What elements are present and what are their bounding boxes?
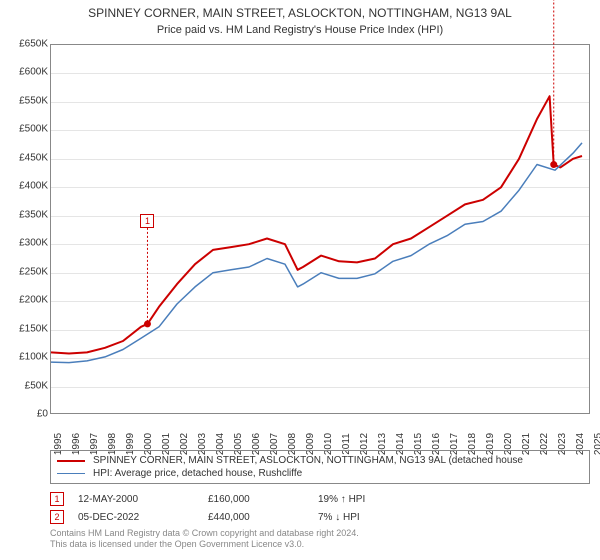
footnote-line2: This data is licensed under the Open Gov… bbox=[50, 539, 304, 549]
legend-swatch bbox=[57, 460, 85, 462]
footnote: Contains HM Land Registry data © Crown c… bbox=[50, 528, 590, 550]
legend-swatch bbox=[57, 473, 85, 475]
y-tick-label: £550K bbox=[2, 95, 48, 106]
legend-item: HPI: Average price, detached house, Rush… bbox=[57, 467, 583, 480]
marker-price: £440,000 bbox=[208, 512, 318, 523]
y-tick-label: £250K bbox=[2, 266, 48, 277]
y-tick-label: £450K bbox=[2, 152, 48, 163]
series-line bbox=[51, 143, 582, 363]
marker-table: 1 12-MAY-2000£160,00019% ↑ HPI 2 05-DEC-202… bbox=[50, 490, 590, 526]
marker-date: 05-DEC-2022 bbox=[78, 512, 208, 523]
chart-subtitle: Price paid vs. HM Land Registry's House … bbox=[0, 22, 600, 36]
legend-label: HPI: Average price, detached house, Rush… bbox=[93, 468, 302, 479]
y-tick-label: £400K bbox=[2, 181, 48, 192]
plot-svg bbox=[51, 45, 589, 413]
y-tick-label: £50K bbox=[2, 380, 48, 391]
footnote-line1: Contains HM Land Registry data © Crown c… bbox=[50, 528, 359, 538]
series-line bbox=[51, 96, 582, 353]
marker-delta: 19% ↑ HPI bbox=[318, 494, 418, 505]
y-tick-label: £150K bbox=[2, 323, 48, 334]
marker-table-badge: 1 bbox=[50, 492, 64, 506]
chart-title: SPINNEY CORNER, MAIN STREET, ASLOCKTON, … bbox=[0, 0, 600, 22]
y-tick-label: £650K bbox=[2, 39, 48, 50]
marker-dot bbox=[550, 161, 557, 168]
marker-badge: 1 bbox=[140, 214, 154, 228]
chart-container: SPINNEY CORNER, MAIN STREET, ASLOCKTON, … bbox=[0, 0, 600, 560]
legend-item: SPINNEY CORNER, MAIN STREET, ASLOCKTON, … bbox=[57, 454, 583, 467]
y-tick-label: £200K bbox=[2, 295, 48, 306]
marker-table-row: 1 12-MAY-2000£160,00019% ↑ HPI bbox=[50, 490, 590, 508]
y-tick-label: £300K bbox=[2, 238, 48, 249]
marker-table-badge: 2 bbox=[50, 510, 64, 524]
marker-delta: 7% ↓ HPI bbox=[318, 512, 418, 523]
legend-label: SPINNEY CORNER, MAIN STREET, ASLOCKTON, … bbox=[93, 455, 523, 466]
marker-date: 12-MAY-2000 bbox=[78, 494, 208, 505]
plot-area: 12 bbox=[50, 44, 590, 414]
y-tick-label: £100K bbox=[2, 352, 48, 363]
legend: SPINNEY CORNER, MAIN STREET, ASLOCKTON, … bbox=[50, 450, 590, 484]
y-tick-label: £350K bbox=[2, 209, 48, 220]
marker-price: £160,000 bbox=[208, 494, 318, 505]
marker-table-row: 2 05-DEC-2022£440,0007% ↓ HPI bbox=[50, 508, 590, 526]
marker-dot bbox=[144, 320, 151, 327]
y-tick-label: £0 bbox=[2, 409, 48, 420]
y-tick-label: £500K bbox=[2, 124, 48, 135]
x-tick-label: 2025 bbox=[593, 433, 600, 455]
y-tick-label: £600K bbox=[2, 67, 48, 78]
